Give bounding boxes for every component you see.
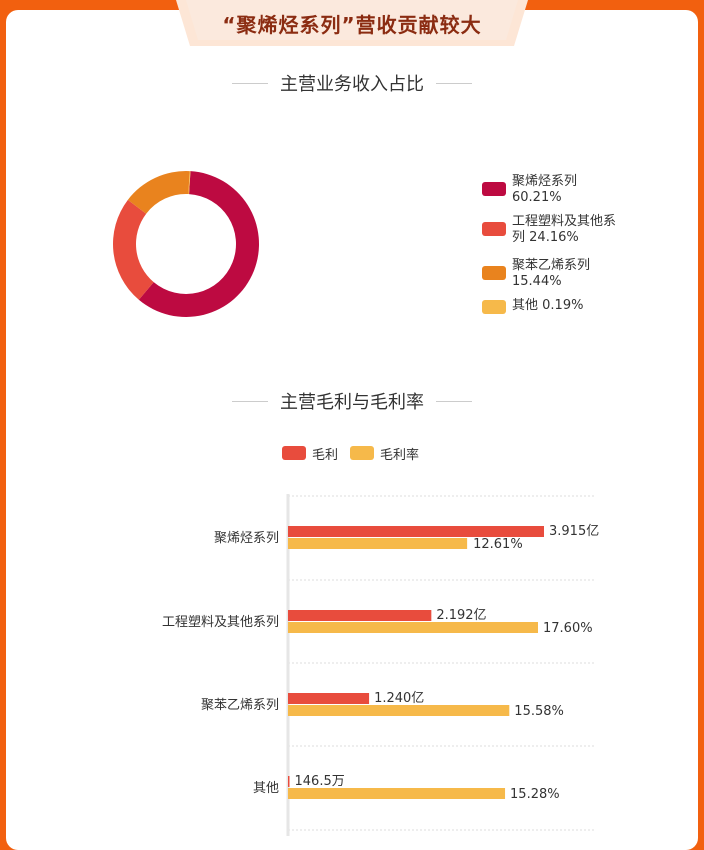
- bar-margin-label: 15.28%: [510, 787, 560, 802]
- bar-margin: [288, 622, 538, 633]
- pie-section-heading: 主营业务收入占比: [0, 70, 704, 96]
- pie-legend-text: 工程塑料及其他系列 24.16%: [512, 214, 622, 246]
- category-label: 聚苯乙烯系列: [201, 698, 279, 713]
- category-label: 工程塑料及其他系列: [162, 615, 279, 630]
- bar-margin: [288, 788, 506, 799]
- heading-divider-left: [232, 82, 268, 84]
- pie-section-title: 主营业务收入占比: [280, 74, 424, 95]
- pie-legend-text: 聚苯乙烯系列 15.44%: [512, 258, 662, 290]
- pie-legend-value: 0.19%: [542, 298, 584, 313]
- bar-margin: [288, 705, 510, 716]
- pie-slice: [127, 171, 190, 214]
- bar-margin-label: 15.58%: [514, 704, 564, 719]
- pie-legend-value: 15.44%: [512, 274, 562, 289]
- bar-margin-label: 17.60%: [543, 621, 593, 636]
- legend-swatch-0: [482, 182, 506, 196]
- bar-profit-label: 146.5万: [295, 774, 345, 789]
- bar-legend-swatch-1: [350, 446, 374, 460]
- pie-slice: [188, 171, 191, 195]
- bar-legend-swatch-0: [282, 446, 306, 460]
- title-banner: “聚烯烃系列”营收贡献较大: [176, 0, 528, 46]
- legend-swatch-2: [482, 266, 506, 280]
- category-label: 其他: [253, 781, 279, 796]
- pie-legend-label: 聚苯乙烯系列: [512, 258, 591, 273]
- category-label: 聚烯烃系列: [214, 531, 279, 546]
- bar-margin-label: 12.61%: [473, 537, 523, 552]
- bar-profit: [288, 776, 290, 787]
- banner-title: “聚烯烃系列”营收贡献较大: [222, 13, 482, 37]
- bar-legend-label: 毛利率: [380, 448, 420, 463]
- pie-legend-value: 24.16%: [529, 230, 579, 245]
- heading-divider-left: [232, 400, 268, 402]
- pie-legend-value: 60.21%: [512, 190, 562, 205]
- pie-legend-text: 聚烯烃系列 60.21%: [512, 174, 662, 206]
- bar-section-title: 主营毛利与毛利率: [280, 392, 424, 413]
- bar-profit: [288, 526, 544, 537]
- bar-profit-label: 1.240亿: [374, 691, 424, 706]
- banner-shape: [176, 0, 528, 46]
- donut-chart: [112, 171, 260, 317]
- pie-legend-text: 其他 0.19%: [512, 298, 662, 314]
- bar-profit: [288, 693, 370, 704]
- bar-profit: [288, 610, 432, 621]
- pie-slice: [112, 199, 154, 300]
- pie-legend-label: 聚烯烃系列: [512, 174, 578, 189]
- bar-profit-label: 3.915亿: [549, 524, 599, 539]
- bar-chart: 聚烯烃系列 3.915亿 12.61% 工程塑料及其他系列 2.192亿 17.60% 聚苯…: [162, 494, 599, 836]
- bar-legend-label: 毛利: [312, 448, 339, 463]
- legend-swatch-3: [482, 300, 506, 314]
- legend-swatch-1: [482, 222, 506, 236]
- pie-legend-label: 工程塑料及其他系列: [512, 214, 617, 245]
- heading-divider-right: [436, 82, 472, 84]
- bar-margin: [288, 538, 468, 549]
- pie-legend-label: 其他: [512, 298, 539, 313]
- heading-divider-right: [436, 400, 472, 402]
- bar-profit-label: 2.192亿: [436, 608, 486, 623]
- bar-section-heading: 主营毛利与毛利率: [0, 388, 704, 414]
- pie-slice: [138, 171, 260, 317]
